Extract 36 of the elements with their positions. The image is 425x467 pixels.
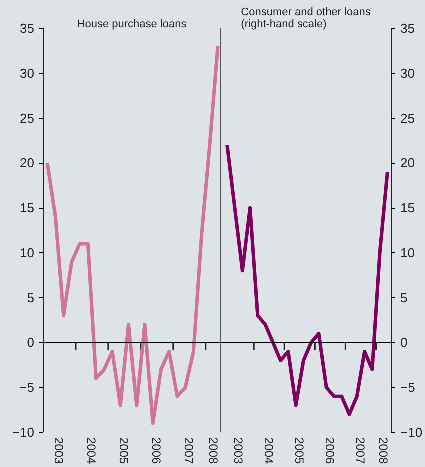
chart-title: Consumer and other loans (right-hand scale) xyxy=(241,6,372,30)
y-tick-label: −5 xyxy=(20,380,35,396)
y2-tick-label: 20 xyxy=(400,156,415,171)
x-tick-label: 2006 xyxy=(322,438,337,465)
x-tick-label: 2003 xyxy=(52,438,66,465)
y2-tick-label: 0 xyxy=(400,335,408,350)
y2-tick-label: −5 xyxy=(400,380,416,396)
y-tick-label: 15 xyxy=(20,200,35,216)
y2-tick-label: 35 xyxy=(400,21,415,36)
y-tick-label: 30 xyxy=(20,66,35,81)
x-tick-label: 2007 xyxy=(353,438,368,465)
line-series xyxy=(226,143,390,416)
x-tick-label: 2005 xyxy=(117,438,132,465)
y-tick-label: 35 xyxy=(20,21,35,36)
x-tick-label: 2007 xyxy=(182,438,196,465)
y-tick-label: 10 xyxy=(20,245,35,260)
y2-tick-label: 30 xyxy=(400,66,415,81)
y2-tick-label: −10 xyxy=(400,425,423,440)
x-tick-label: 2008 xyxy=(376,438,390,465)
y2-tick-label: 5 xyxy=(400,290,408,306)
y2-tick-label: 15 xyxy=(400,200,415,216)
x-tick-label: 2006 xyxy=(150,438,164,465)
x-tick-label: 2004 xyxy=(84,438,99,465)
x-tick-label: 2008 xyxy=(206,438,221,465)
y-tick-label: −10 xyxy=(12,425,35,440)
y2-tick-label: 10 xyxy=(400,245,415,260)
y-tick-label: 25 xyxy=(20,110,35,126)
y-tick-label: 20 xyxy=(20,156,35,171)
x-tick-label: 2003 xyxy=(231,438,246,465)
y-tick-label: 0 xyxy=(27,335,35,350)
y2-tick-label: 25 xyxy=(400,110,415,126)
y-tick-label: 5 xyxy=(27,290,35,306)
chart-title: House purchase loans xyxy=(77,18,188,30)
x-tick-label: 2005 xyxy=(292,438,306,465)
x-tick-label: 2004 xyxy=(262,438,276,465)
line-series xyxy=(46,44,220,426)
